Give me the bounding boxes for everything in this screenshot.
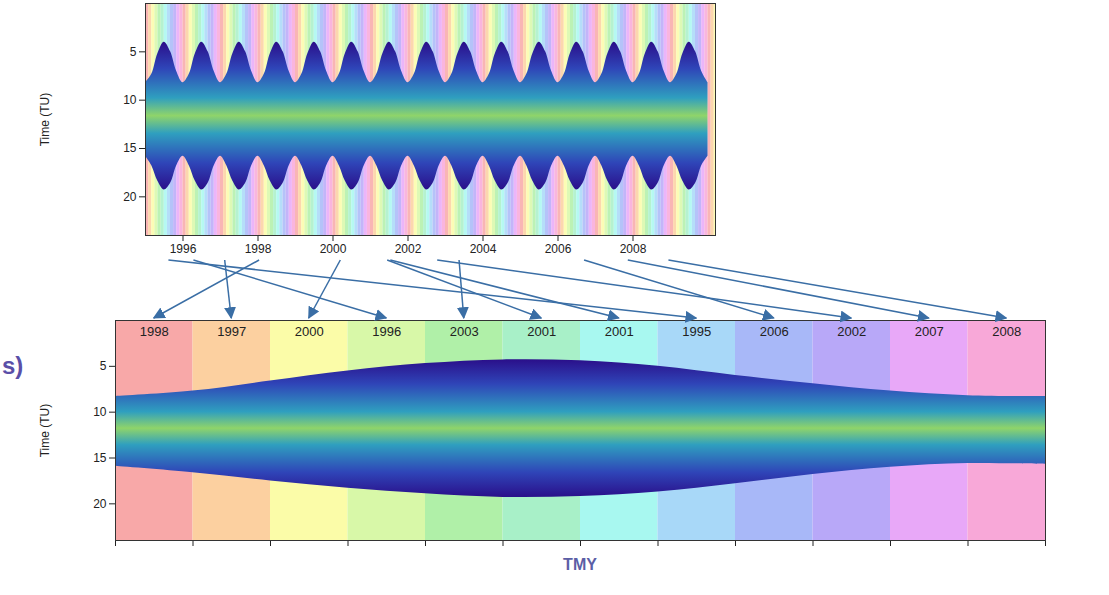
svg-text:2006: 2006 bbox=[545, 242, 572, 256]
svg-text:2001: 2001 bbox=[605, 324, 634, 339]
svg-text:1998: 1998 bbox=[245, 242, 272, 256]
svg-text:15: 15 bbox=[93, 451, 107, 465]
svg-text:1995: 1995 bbox=[682, 324, 711, 339]
svg-text:5: 5 bbox=[130, 45, 137, 59]
svg-text:Time (TU): Time (TU) bbox=[38, 93, 52, 147]
svg-text:15: 15 bbox=[123, 141, 137, 155]
svg-text:2004: 2004 bbox=[470, 242, 497, 256]
svg-text:2006: 2006 bbox=[760, 324, 789, 339]
svg-text:1998: 1998 bbox=[140, 324, 169, 339]
svg-text:2007: 2007 bbox=[915, 324, 944, 339]
svg-text:10: 10 bbox=[93, 405, 107, 419]
svg-text:2003: 2003 bbox=[450, 324, 479, 339]
svg-text:20: 20 bbox=[93, 497, 107, 511]
svg-text:Time (TU): Time (TU) bbox=[38, 404, 52, 458]
svg-text:2001: 2001 bbox=[527, 324, 556, 339]
html-text:TMY: TMY bbox=[563, 556, 597, 573]
svg-text:20: 20 bbox=[123, 190, 137, 204]
svg-text:2008: 2008 bbox=[992, 324, 1021, 339]
svg-text:5: 5 bbox=[100, 359, 107, 373]
svg-text:2002: 2002 bbox=[837, 324, 866, 339]
svg-text:10: 10 bbox=[123, 93, 137, 107]
html-text:s): s) bbox=[2, 352, 24, 379]
svg-text:1996: 1996 bbox=[372, 324, 401, 339]
svg-text:1996: 1996 bbox=[170, 242, 197, 256]
svg-text:2000: 2000 bbox=[295, 324, 324, 339]
svg-text:1997: 1997 bbox=[217, 324, 246, 339]
svg-text:2008: 2008 bbox=[620, 242, 647, 256]
svg-text:2000: 2000 bbox=[320, 242, 347, 256]
svg-text:2002: 2002 bbox=[395, 242, 422, 256]
